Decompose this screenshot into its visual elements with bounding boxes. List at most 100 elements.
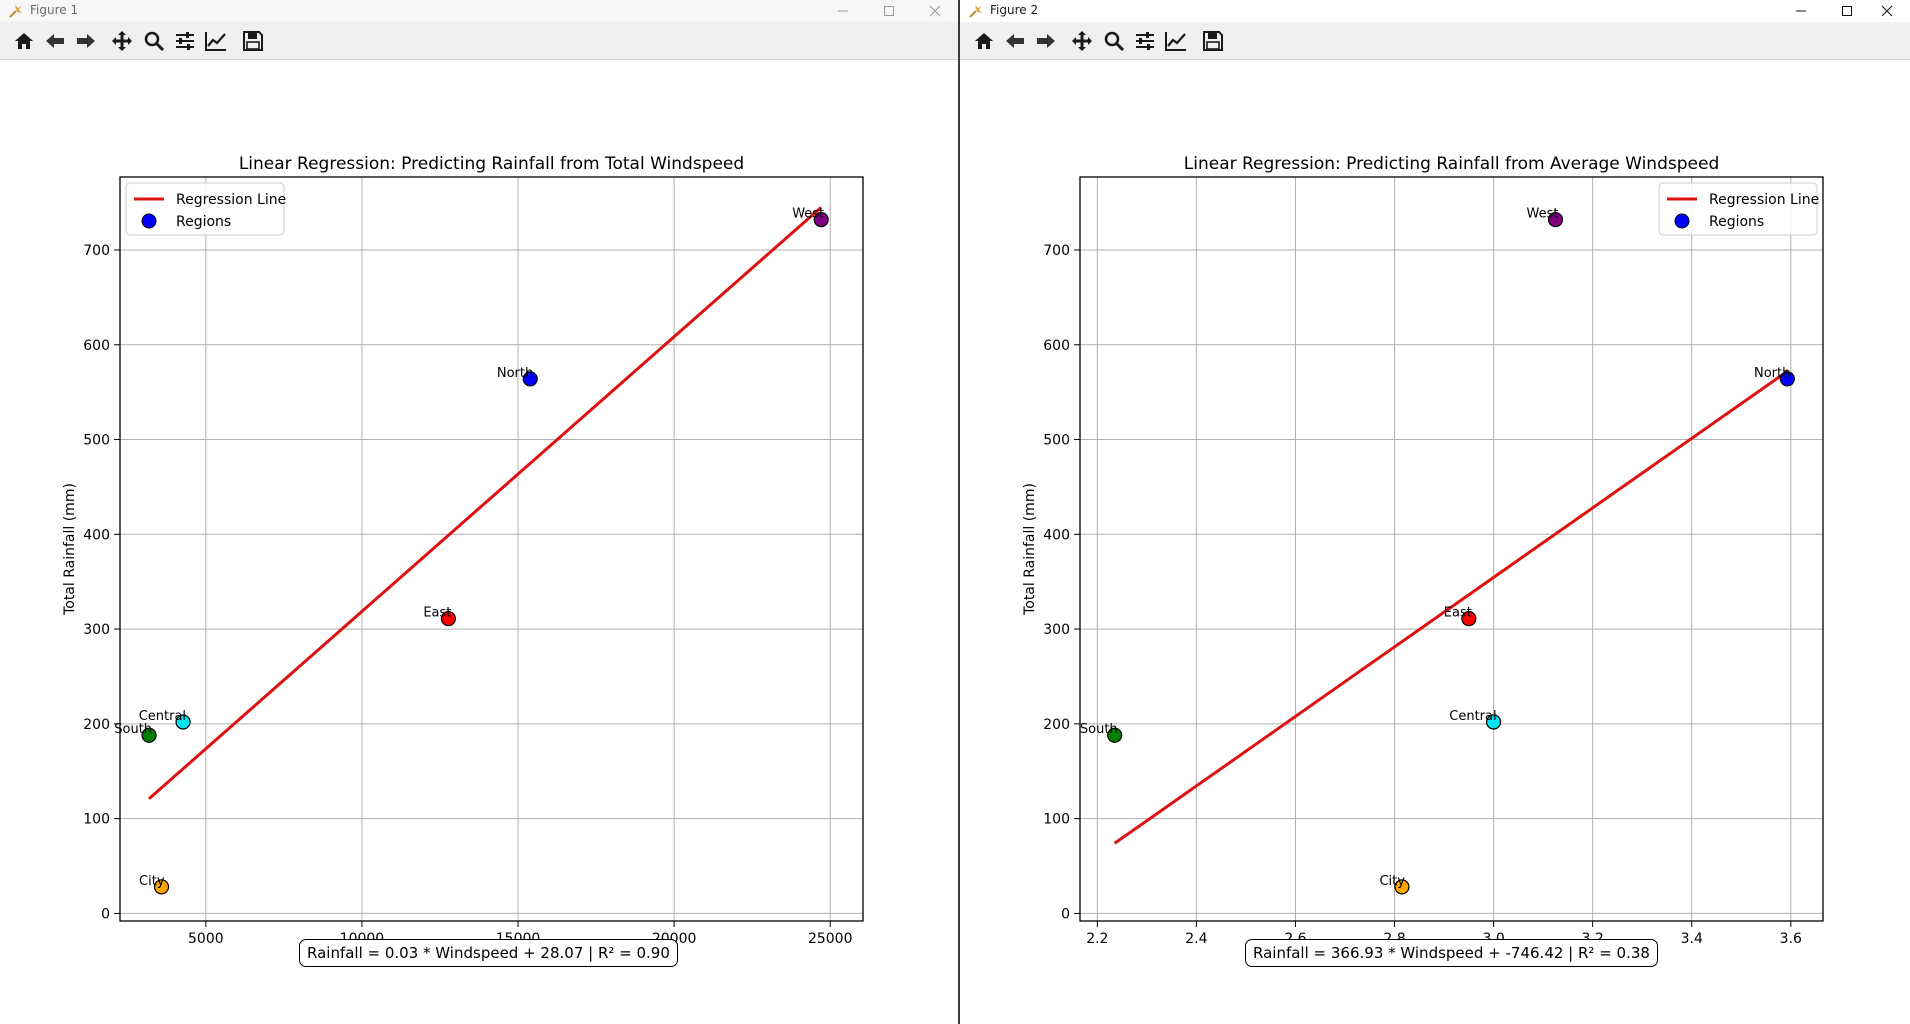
pan-icon xyxy=(112,31,132,51)
regression-plot-average-windspeed: 2.22.42.62.83.03.23.43.60100200300400500… xyxy=(1022,154,1824,967)
legend-frame xyxy=(1658,182,1818,236)
window-divider xyxy=(958,0,960,1024)
configure-subplots-button[interactable] xyxy=(173,30,197,52)
zoom-icon xyxy=(144,31,165,52)
equation-box: Rainfall = 0.03 * Windspeed + 28.07 | R²… xyxy=(299,939,678,967)
data-point-north xyxy=(522,371,538,387)
figure-canvas: 5000100001500020000250000100200300400500… xyxy=(0,60,958,1024)
close-button[interactable] xyxy=(912,0,958,22)
window-title: Figure 1 xyxy=(30,3,79,17)
maximize-icon xyxy=(1842,6,1852,16)
legend-label-regions: Regions xyxy=(176,214,231,230)
pan-button[interactable] xyxy=(1070,30,1094,52)
data-point-city xyxy=(153,879,170,895)
y-tick-label: 600 xyxy=(83,338,110,354)
home-button[interactable] xyxy=(972,30,996,52)
minimize-icon xyxy=(1796,10,1806,12)
title-bar: Figure 2 xyxy=(960,0,1910,22)
point-label-east: East xyxy=(1444,606,1472,621)
configure-subplots-icon xyxy=(176,32,194,50)
point-label-south: South xyxy=(114,722,152,737)
save-button[interactable] xyxy=(1201,30,1225,52)
minimize-button[interactable] xyxy=(820,0,866,22)
data-point-south xyxy=(1107,727,1123,743)
close-button[interactable] xyxy=(1864,0,1910,22)
forward-button[interactable] xyxy=(1034,30,1058,52)
configure-subplots-button[interactable] xyxy=(1133,30,1157,52)
zoom-button[interactable] xyxy=(1102,30,1126,52)
home-button[interactable] xyxy=(12,30,36,52)
y-tick-label: 300 xyxy=(1043,622,1070,638)
configure-subplots-icon xyxy=(1136,32,1154,50)
save-icon xyxy=(1203,31,1223,51)
data-point-west xyxy=(813,212,829,228)
figure-canvas: 2.22.42.62.83.03.23.43.60100200300400500… xyxy=(960,60,1910,1024)
edit-axis-icon xyxy=(205,32,226,51)
point-label-east: East xyxy=(423,606,451,621)
forward-button[interactable] xyxy=(74,30,98,52)
data-point-north xyxy=(1779,371,1795,387)
point-label-west: West xyxy=(1527,207,1559,222)
y-tick-label: 100 xyxy=(83,812,110,828)
x-tick-label: 5000 xyxy=(188,931,224,947)
back-button[interactable] xyxy=(1003,30,1027,52)
y-tick-label: 100 xyxy=(1043,812,1070,828)
y-axis-label: Total Rainfall (mm) xyxy=(62,483,78,616)
navigation-toolbar xyxy=(960,22,1910,60)
legend-frame xyxy=(125,182,285,236)
y-tick-label: 500 xyxy=(1043,433,1070,449)
matplotlib-app-icon xyxy=(969,5,982,18)
y-tick-label: 400 xyxy=(1043,527,1070,543)
y-tick-label: 0 xyxy=(1061,906,1070,922)
point-label-north: North xyxy=(1754,366,1790,381)
point-label-west: West xyxy=(792,207,824,222)
minimize-icon xyxy=(838,10,848,12)
y-tick-label: 200 xyxy=(83,717,110,733)
legend-label-regions: Regions xyxy=(1709,214,1764,230)
window-title: Figure 2 xyxy=(990,3,1039,17)
legend: Regression Line Regions xyxy=(125,182,286,236)
y-tick-label: 300 xyxy=(83,622,110,638)
y-tick-label: 400 xyxy=(83,527,110,543)
regression-plot-total-windspeed: 5000100001500020000250000100200300400500… xyxy=(62,154,864,967)
legend-marker-swatch xyxy=(141,213,157,229)
axes-frame xyxy=(119,176,864,922)
y-tick-label: 0 xyxy=(101,906,110,922)
title-bar: Figure 1 xyxy=(0,0,958,22)
point-label-north: North xyxy=(497,366,533,381)
home-icon xyxy=(15,33,33,49)
back-button[interactable] xyxy=(43,30,67,52)
regression-line xyxy=(148,206,823,800)
matplotlib-app-icon xyxy=(9,5,22,18)
close-icon xyxy=(1881,5,1893,17)
y-tick-label: 600 xyxy=(1043,338,1070,354)
x-tick-label: 3.6 xyxy=(1780,931,1802,947)
data-point-east xyxy=(440,611,457,627)
legend: Regression Line Regions xyxy=(1658,182,1819,236)
y-tick-label: 500 xyxy=(83,433,110,449)
pan-icon xyxy=(1072,31,1092,51)
pan-button[interactable] xyxy=(110,30,134,52)
save-icon xyxy=(243,31,263,51)
zoom-button[interactable] xyxy=(142,30,166,52)
y-tick-label: 700 xyxy=(83,243,110,259)
save-button[interactable] xyxy=(241,30,265,52)
grid-lines xyxy=(120,177,863,921)
edit-axis-button[interactable] xyxy=(204,30,228,52)
legend-marker-swatch xyxy=(1674,213,1690,229)
minimize-button[interactable] xyxy=(1778,0,1824,22)
data-point-east xyxy=(1461,611,1477,627)
legend-label-regression: Regression Line xyxy=(1709,192,1819,208)
back-arrow-icon xyxy=(1006,34,1024,48)
edit-axis-button[interactable] xyxy=(1164,30,1188,52)
maximize-button[interactable] xyxy=(1824,0,1870,22)
maximize-button[interactable] xyxy=(866,0,912,22)
x-tick-label: 2.2 xyxy=(1086,931,1108,947)
home-icon xyxy=(975,33,993,49)
data-point-central xyxy=(175,714,191,730)
point-label-central: Central xyxy=(139,709,186,724)
equation-box: Rainfall = 366.93 * Windspeed + -746.42 … xyxy=(1245,939,1658,967)
forward-arrow-icon xyxy=(1037,34,1055,48)
y-tick-label: 200 xyxy=(1043,717,1070,733)
edit-axis-icon xyxy=(1165,32,1186,51)
